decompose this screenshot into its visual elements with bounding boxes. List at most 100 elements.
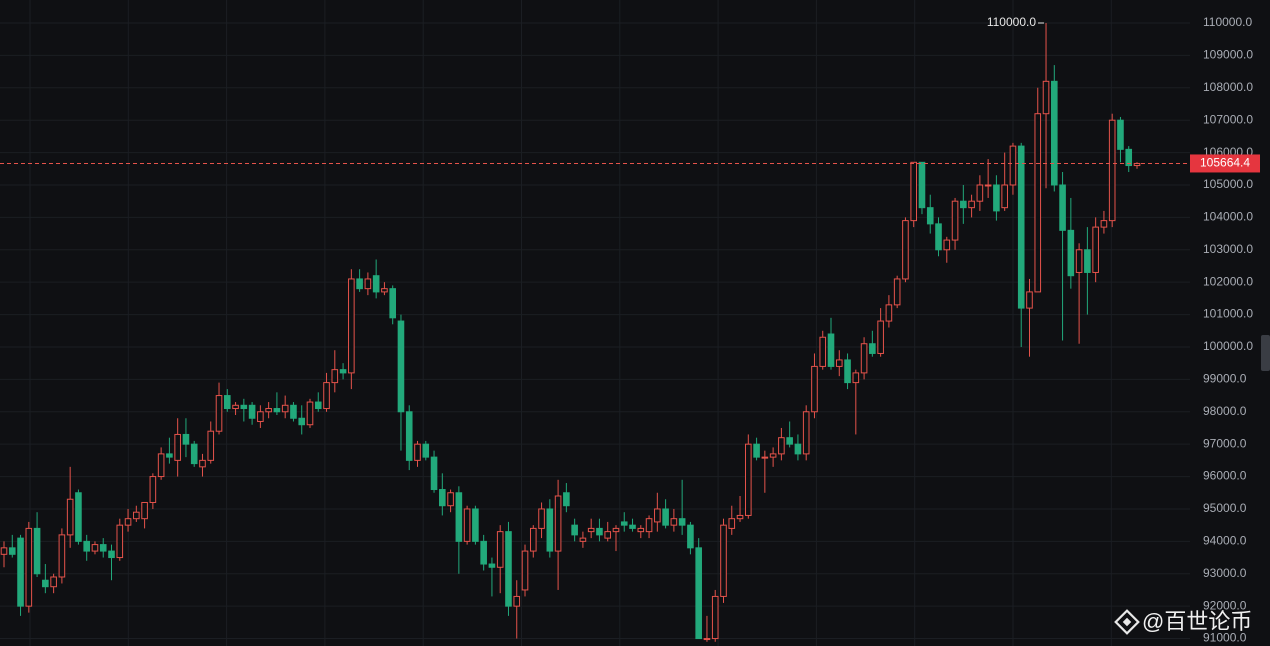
candle-body — [885, 304, 893, 322]
candle-body — [554, 495, 562, 552]
candle-body — [265, 408, 272, 413]
candle-body — [521, 550, 529, 591]
y-tick-label: 95000.0 — [1203, 501, 1247, 515]
candle-body — [306, 401, 314, 426]
candle-body — [711, 595, 719, 640]
candle-body — [372, 275, 380, 293]
candle-body — [778, 437, 785, 455]
current-price-label: 105664.4 — [1200, 156, 1250, 170]
candle-body — [430, 456, 438, 491]
candle-body — [993, 184, 1000, 212]
candle-body — [918, 161, 926, 209]
candle-body — [571, 524, 578, 536]
candle-body — [25, 527, 33, 607]
candle-body — [348, 278, 355, 374]
candle-body — [240, 404, 248, 410]
scroll-handle[interactable] — [1261, 335, 1270, 371]
candle-body — [736, 514, 744, 520]
y-tick-label: 109000.0 — [1203, 48, 1253, 62]
candle-body — [50, 576, 57, 588]
candle-body — [563, 492, 570, 507]
candle-body — [323, 382, 330, 410]
candle-body — [860, 343, 868, 374]
candle-body — [298, 417, 306, 426]
candle-body — [141, 501, 148, 520]
candle-body — [364, 278, 372, 290]
candle-body — [794, 443, 802, 455]
candle-body — [472, 508, 479, 542]
candle-body — [926, 207, 934, 225]
candle-body — [0, 547, 8, 555]
candle-body — [496, 531, 504, 568]
watermark-text: @百世论币 — [1142, 609, 1252, 634]
candle-body — [232, 404, 239, 410]
candle-body — [786, 437, 793, 445]
candle-body — [1084, 249, 1091, 273]
y-tick-label: 93000.0 — [1203, 566, 1247, 580]
candle-body — [844, 359, 851, 384]
candle-body — [802, 411, 810, 455]
candle-body — [439, 489, 446, 507]
y-tick-label: 92000.0 — [1203, 598, 1247, 612]
y-tick-label: 98000.0 — [1203, 404, 1247, 418]
y-tick-label: 105000.0 — [1203, 177, 1253, 191]
candle-body — [703, 638, 711, 641]
candle-body — [579, 537, 587, 542]
candle-body — [42, 579, 49, 588]
candle-body — [248, 404, 256, 419]
candle-body — [223, 395, 231, 410]
candle-body — [910, 161, 918, 222]
candle-body — [124, 518, 132, 526]
candle-body — [290, 404, 297, 419]
candle-body — [1001, 184, 1008, 209]
candle-body — [695, 547, 702, 640]
y-tick-label: 96000.0 — [1203, 469, 1247, 483]
candle-body — [869, 343, 876, 354]
candle-body — [612, 527, 620, 533]
candle-body — [108, 550, 115, 559]
candle-body — [174, 433, 181, 461]
candle-body — [1050, 80, 1058, 186]
max-marker-label: 110000.0 — [987, 15, 1036, 29]
y-tick-label: 94000.0 — [1203, 534, 1247, 548]
candle-body — [811, 365, 818, 413]
candle-body — [58, 534, 66, 578]
candle-body — [157, 453, 165, 478]
y-tick-label: 100000.0 — [1203, 339, 1253, 353]
candle-body — [538, 508, 545, 529]
candle-body — [645, 518, 653, 533]
candle-body — [1059, 184, 1066, 231]
candle-body — [1117, 119, 1124, 150]
candle-body — [314, 401, 322, 410]
candle-body — [397, 320, 405, 413]
candle-body — [75, 492, 82, 542]
candle-body — [620, 521, 628, 526]
candle-body — [149, 476, 157, 503]
candle-body — [33, 527, 41, 575]
candle-body — [687, 524, 694, 549]
candle-body — [66, 498, 74, 536]
candle-body — [356, 278, 363, 290]
candle-body — [546, 508, 554, 552]
candle-body — [670, 518, 678, 526]
candle-body — [215, 395, 223, 432]
candle-body — [116, 524, 124, 559]
candle-body — [745, 443, 752, 516]
candle-body — [769, 453, 777, 458]
y-tick-label: 97000.0 — [1203, 436, 1247, 450]
candle-body — [637, 527, 645, 533]
candle-body — [480, 540, 487, 565]
candle-body — [951, 200, 959, 241]
y-tick-label: 101000.0 — [1203, 307, 1253, 321]
candle-body — [91, 544, 99, 552]
candle-body — [877, 320, 884, 354]
candle-body — [852, 372, 860, 384]
candle-body — [488, 563, 496, 568]
candle-body — [976, 184, 984, 202]
candle-body — [331, 369, 339, 384]
candle-body — [17, 537, 24, 607]
candle-body — [662, 508, 669, 526]
candle-body — [827, 333, 835, 367]
